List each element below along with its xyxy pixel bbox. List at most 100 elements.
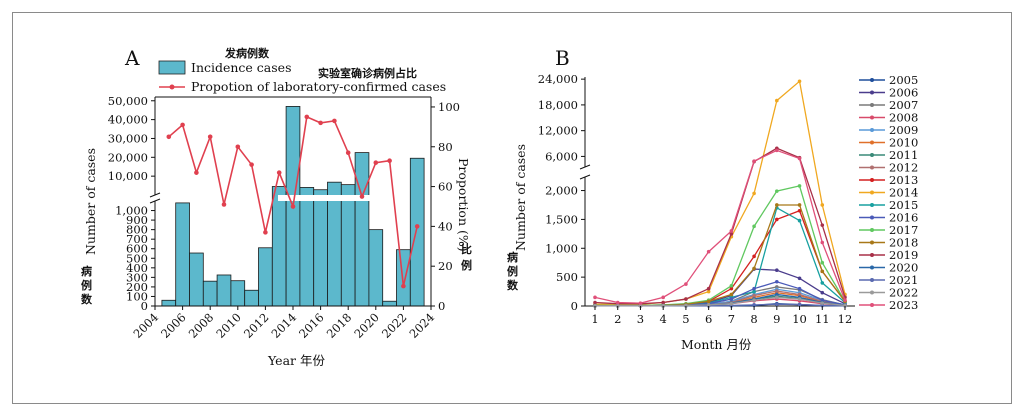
legend-label-2012: 2012 xyxy=(889,161,918,175)
series-point-2012-m10 xyxy=(797,292,802,297)
y-left-tick-label: 200 xyxy=(126,280,148,294)
b-x-tick-label: 5 xyxy=(682,312,689,326)
bar-2005 xyxy=(161,299,177,307)
series-point-2023-m10 xyxy=(797,156,802,161)
bar-2023 xyxy=(409,157,425,307)
b-x-tick-label: 10 xyxy=(792,312,807,326)
proportion-point-2010 xyxy=(235,144,241,150)
b-y-tick-label: 2,000 xyxy=(545,184,578,198)
b-x-tick-label: 11 xyxy=(815,312,830,326)
series-point-2019-m4 xyxy=(661,300,665,305)
series-point-2014-m10 xyxy=(797,79,802,84)
y-left-upper-tick-label: 20,000 xyxy=(108,150,148,164)
series-point-2018-m8 xyxy=(752,266,756,271)
axis-break-mark-2 xyxy=(149,198,161,204)
series-point-2016-m9 xyxy=(775,279,779,284)
series-point-2021-m8 xyxy=(752,303,756,307)
legend-label-2021: 2021 xyxy=(889,273,918,287)
y-right-tick-label: 40 xyxy=(438,219,453,233)
x-tick-label: 2016 xyxy=(296,310,327,341)
bar-2010 xyxy=(230,280,246,307)
y-axis-b-title-cn-3: 数 xyxy=(507,278,519,292)
legend-label-2023: 2023 xyxy=(889,298,918,312)
axis-break-gap xyxy=(150,195,160,201)
legend-marker-2021 xyxy=(870,278,874,282)
series-point-2019-m5 xyxy=(684,297,688,301)
b-y-tick-label: 0 xyxy=(571,299,578,313)
legend-marker-2020 xyxy=(870,265,874,270)
legend-marker-2016 xyxy=(870,215,874,220)
b-x-tick-label: 7 xyxy=(728,312,735,326)
series-point-2022-m4 xyxy=(661,303,665,308)
legend-label-2018: 2018 xyxy=(889,236,918,250)
series-point-2016-m10 xyxy=(797,286,802,291)
series-point-2012-m8 xyxy=(752,293,756,298)
series-line-2017 xyxy=(595,185,846,307)
series-point-2023-m4 xyxy=(661,295,665,300)
y-axis-b-title: Number of cases xyxy=(513,144,528,251)
y-right-tick-label: 20 xyxy=(438,259,453,273)
figure-svg: A 发病例数 实验室确诊病例占比 Incidence cases Propoti… xyxy=(81,46,918,368)
b-y-tick-label: 1,000 xyxy=(545,241,578,255)
proportion-point-2007 xyxy=(194,170,199,175)
proportion-point-2019 xyxy=(359,194,365,199)
series-point-2023-m9 xyxy=(775,148,779,153)
series-point-2022-m2 xyxy=(615,303,620,308)
b-y-tick-label: 500 xyxy=(556,270,578,284)
legend-label-2013: 2013 xyxy=(889,173,918,187)
series-line-2018 xyxy=(595,204,846,307)
series-point-2017-m8 xyxy=(752,224,756,229)
proportion-point-2017 xyxy=(332,118,337,124)
proportion-point-2021 xyxy=(387,158,392,163)
y-axis-b-title-cn-1: 病 xyxy=(507,250,518,264)
series-point-2017-m9 xyxy=(775,189,779,193)
y-axis-left-title-cn-1: 病 xyxy=(81,264,92,278)
bar-2011 xyxy=(244,289,259,307)
b-axis-break-mark-1 xyxy=(579,164,591,170)
legend-cn-bar: 发病例数 xyxy=(224,46,270,60)
bar-2012 xyxy=(258,247,273,307)
legend-label-2014: 2014 xyxy=(889,186,918,200)
series-point-2015-m8 xyxy=(752,289,756,294)
x-axis-b-title: Month 月份 xyxy=(681,337,752,352)
bar-2008 xyxy=(202,280,218,307)
legend-marker-2006 xyxy=(870,90,874,95)
proportion-point-2006 xyxy=(180,122,185,128)
legend-label-2015: 2015 xyxy=(889,198,918,212)
series-point-2019-m1 xyxy=(593,300,597,305)
y-left-tick-label: 300 xyxy=(126,270,148,284)
y-axis-left-title-cn-2: 例 xyxy=(81,278,92,292)
series-point-2023-m7 xyxy=(729,229,734,233)
series-point-2022-m7 xyxy=(729,301,734,306)
legend-marker-2019 xyxy=(870,253,874,257)
b-y-tick-label: 1,500 xyxy=(545,212,578,226)
series-point-2019-m7 xyxy=(729,232,734,236)
panel-b-label: B xyxy=(555,46,570,70)
b-y-upper-tick-label: 6,000 xyxy=(545,149,578,163)
series-point-2013-m7 xyxy=(729,286,734,291)
b-y-upper-tick-label: 12,000 xyxy=(538,124,578,138)
series-point-2018-m10 xyxy=(797,203,802,207)
y-left-upper-tick-label: 40,000 xyxy=(108,113,148,127)
series-line-2023 xyxy=(594,149,846,304)
series-line-2013 xyxy=(595,209,846,307)
series-point-2012-m9 xyxy=(775,289,779,293)
series-point-2023-m2 xyxy=(615,300,620,305)
bar-2009 xyxy=(216,274,232,307)
y-left-tick-label: 900 xyxy=(126,213,148,227)
series-point-2015-m11 xyxy=(820,281,825,285)
series-point-2022-m8 xyxy=(752,298,756,303)
series-point-2014-m8 xyxy=(752,191,756,196)
legend-marker-2023 xyxy=(870,303,874,307)
b-axis-break-mark-2 xyxy=(579,174,591,180)
legend-label-2011: 2011 xyxy=(889,148,918,162)
y-axis-b-title-cn-2: 例 xyxy=(507,264,518,278)
legend-label-2009: 2009 xyxy=(889,123,918,137)
legend-label-2006: 2006 xyxy=(889,86,918,100)
x-tick-label: 2006 xyxy=(158,310,189,341)
y-axis-left-title: Number of cases xyxy=(83,148,98,255)
b-x-tick-label: 1 xyxy=(591,312,598,326)
b-y-upper-tick-label: 24,000 xyxy=(538,72,578,86)
panel-b: B Number of cases 病 例 数 Month 月份 0 500 1,0… xyxy=(507,46,918,352)
series-point-2017-m11 xyxy=(820,260,825,265)
